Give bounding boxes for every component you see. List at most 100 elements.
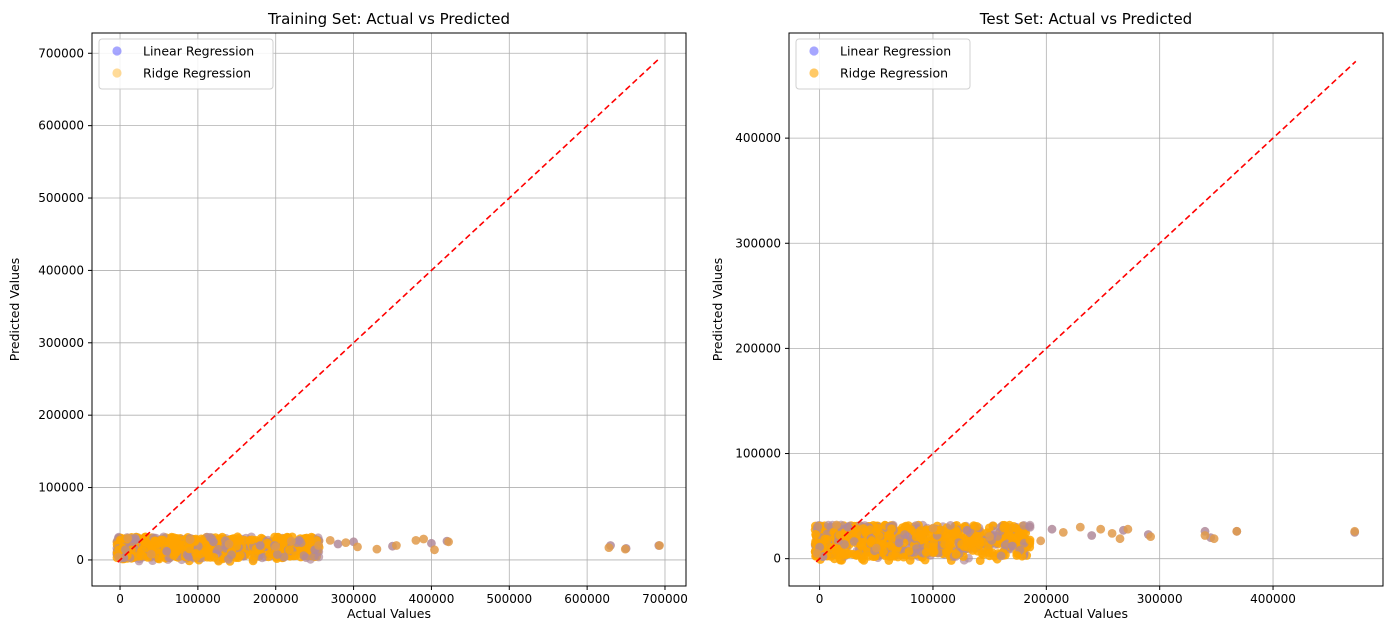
- y-tick-label: 700000: [38, 46, 84, 60]
- ridge-regression-point: [137, 551, 146, 561]
- x-tick-label: 300000: [1137, 592, 1183, 606]
- ridge-regression-point: [285, 545, 294, 555]
- ridge-regression-point: [917, 531, 927, 540]
- ridge-regression-point: [245, 550, 255, 560]
- x-tick-label: 0: [816, 592, 824, 606]
- linear-regression-point: [279, 552, 289, 562]
- ridge-regression-point: [372, 544, 382, 554]
- ridge-regression-point: [314, 541, 323, 550]
- ridge-regression-point: [963, 542, 972, 552]
- reference-line: [815, 60, 1357, 563]
- x-tick-label: 0: [116, 592, 124, 606]
- y-axis-label: Predicted Values: [710, 258, 725, 362]
- y-tick-label: 500000: [38, 191, 84, 205]
- ridge-regression-point: [114, 552, 123, 562]
- ridge-regression-point: [871, 543, 881, 553]
- ridge-regression-point: [291, 551, 300, 561]
- ridge-regression-point: [655, 541, 664, 550]
- ridge-regression-point: [1350, 526, 1360, 536]
- x-tick-label: 300000: [331, 592, 377, 606]
- ridge-regression-legend-marker: [809, 68, 819, 78]
- ridge-regression-point: [286, 536, 296, 546]
- x-axis-label: Actual Values: [1044, 606, 1128, 621]
- ridge-regression-point: [901, 521, 911, 531]
- y-tick-label: 0: [76, 553, 84, 567]
- linear-regression-point: [900, 530, 910, 539]
- ridge-regression-point: [1123, 524, 1133, 534]
- linear-regression-point: [333, 539, 343, 549]
- ridge-regression-point: [154, 554, 164, 564]
- ridge-regression-point: [887, 542, 896, 551]
- y-tick-label: 300000: [38, 336, 84, 350]
- legend-box: [98, 38, 274, 90]
- ridge-regression-point: [867, 536, 876, 545]
- legend-label: Linear Regression: [840, 44, 951, 59]
- linear-regression-point: [213, 544, 223, 554]
- ridge-regression-point: [1200, 531, 1210, 540]
- y-tick-label: 100000: [735, 447, 781, 461]
- ridge-regression-point: [856, 540, 866, 550]
- ridge-regression-point: [874, 531, 884, 541]
- ridge-regression-point: [851, 550, 861, 560]
- ridge-regression-point: [185, 535, 195, 545]
- ridge-regression-point: [191, 549, 201, 558]
- x-tick-label: 400000: [1250, 592, 1296, 606]
- ridge-regression-point: [1058, 528, 1068, 537]
- ridge-regression-point: [904, 547, 914, 556]
- ridge-regression-point: [942, 547, 951, 557]
- x-tick-label: 200000: [1023, 592, 1069, 606]
- ridge-regression-point: [419, 534, 428, 544]
- linear-regression-point: [962, 525, 972, 535]
- ridge-regression-point: [951, 550, 961, 559]
- linear-regression-point: [996, 551, 1006, 561]
- ridge-regression-point: [1012, 551, 1022, 560]
- ridge-regression-point: [928, 548, 938, 557]
- legend-box: [795, 38, 971, 90]
- linear-regression-point: [1047, 524, 1057, 534]
- ridge-regression-point: [929, 539, 939, 548]
- linear-regression-point: [131, 535, 141, 545]
- ridge-regression-point: [1005, 531, 1015, 541]
- ridge-regression-point: [146, 549, 156, 559]
- y-tick-label: 600000: [38, 119, 84, 133]
- y-tick-label: 200000: [38, 408, 84, 422]
- linear-regression-point: [273, 550, 282, 559]
- ridge-regression-point: [851, 524, 861, 534]
- ridge-regression-point: [209, 553, 219, 562]
- plot-frame: [788, 32, 1384, 587]
- ridge-regression-point: [975, 556, 985, 565]
- x-axis-label: Actual Values: [347, 606, 431, 621]
- reference-line: [117, 57, 661, 563]
- linear-regression-point: [209, 537, 218, 547]
- ridge-regression-point: [411, 536, 421, 545]
- linear-regression-point: [294, 536, 304, 545]
- linear-regression-point: [849, 537, 859, 546]
- ridge-regression-point: [975, 540, 984, 550]
- y-tick-label: 0: [773, 552, 781, 566]
- linear-regression-point: [894, 538, 904, 548]
- scatter-points: [810, 520, 1360, 565]
- linear-regression-point: [1007, 541, 1017, 551]
- ridge-regression-point: [1146, 532, 1155, 541]
- linear-regression-point: [1000, 540, 1010, 550]
- linear-regression-point: [162, 546, 172, 556]
- ridge-regression-point: [620, 544, 630, 554]
- ridge-regression-point: [1075, 522, 1085, 532]
- ridge-regression-point: [234, 553, 243, 563]
- ridge-regression-point: [353, 542, 362, 552]
- ridge-regression-point: [202, 549, 212, 558]
- ridge-regression-point: [1209, 534, 1219, 544]
- ridge-regression-point: [1036, 536, 1046, 546]
- y-tick-label: 300000: [735, 236, 781, 250]
- ridge-regression-point: [123, 533, 133, 543]
- ridge-regression-point: [888, 551, 897, 560]
- ridge-regression-point: [887, 524, 896, 534]
- ridge-regression-point: [224, 539, 234, 549]
- ridge-regression-point: [271, 542, 281, 552]
- ridge-regression-point: [444, 537, 453, 547]
- x-tick-label: 200000: [253, 592, 299, 606]
- ridge-regression-point: [972, 522, 982, 531]
- ridge-regression-point: [247, 535, 257, 545]
- y-axis-label: Predicted Values: [7, 258, 22, 362]
